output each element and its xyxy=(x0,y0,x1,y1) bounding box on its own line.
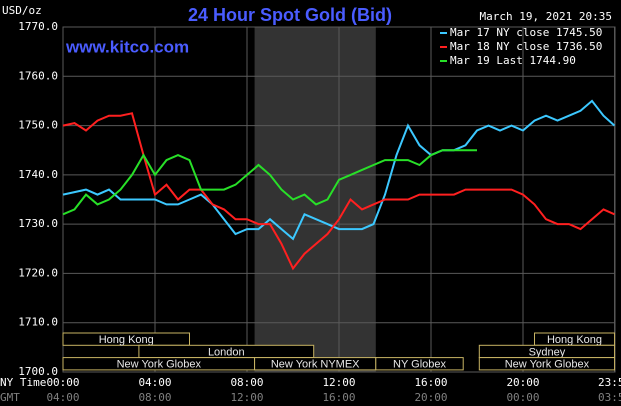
session-label: Hong Kong xyxy=(547,334,602,346)
x-tick-label: 23:59 xyxy=(598,376,621,389)
x2-axis-label: GMT xyxy=(0,391,20,404)
x-tick-label: 00:00 xyxy=(46,376,79,389)
highlight-band xyxy=(254,27,376,372)
series-line xyxy=(62,99,616,241)
x2-tick-label: 00:00 xyxy=(506,391,539,404)
session-label: New York Globex xyxy=(117,359,202,371)
session-bar xyxy=(478,357,616,371)
plot-layer xyxy=(62,26,616,373)
legend-label: Mar 18 NY close 1736.50 xyxy=(450,40,602,53)
series-line xyxy=(62,149,477,216)
website: www.kitco.com xyxy=(65,37,189,56)
x-tick-label: 16:00 xyxy=(414,376,447,389)
y-tick-label: 1720.0 xyxy=(18,266,58,279)
x2-tick-label: 12:00 xyxy=(230,391,263,404)
y-tick-label: 1770.0 xyxy=(18,20,58,33)
session-label: NY Globex xyxy=(393,359,446,371)
x2-tick-label: 03:59 xyxy=(598,391,621,404)
timestamp: March 19, 2021 20:35 xyxy=(480,10,612,23)
x-tick-label: 20:00 xyxy=(506,376,539,389)
session-label: London xyxy=(208,346,245,358)
x2-tick-label: 04:00 xyxy=(46,391,79,404)
x-tick-label: 04:00 xyxy=(138,376,171,389)
y-tick-label: 1740.0 xyxy=(18,168,58,181)
x-tick-label: 12:00 xyxy=(322,376,355,389)
legend-label: Mar 17 NY close 1745.50 xyxy=(450,26,602,39)
y-tick-label: 1730.0 xyxy=(18,217,58,230)
session-label: New York NYMEX xyxy=(271,359,360,371)
x-tick-label: 08:00 xyxy=(230,376,263,389)
session-label: Hong Kong xyxy=(99,334,154,346)
y-tick-label: 1710.0 xyxy=(18,316,58,329)
chart-title: 24 Hour Spot Gold (Bid) xyxy=(188,5,392,25)
session-bar xyxy=(375,357,464,371)
session-label: Sydney xyxy=(529,346,566,358)
y-tick-label: 1700.0 xyxy=(18,365,58,378)
series-line xyxy=(62,112,615,271)
legend-label: Mar 19 Last 1744.90 xyxy=(450,54,576,67)
x-axis-label: NY Time xyxy=(0,376,46,389)
session-bar xyxy=(62,332,190,346)
y-tick-label: 1750.0 xyxy=(18,119,58,132)
x2-tick-label: 20:00 xyxy=(414,391,447,404)
y-tick-label: 1760.0 xyxy=(18,69,58,82)
x2-tick-label: 16:00 xyxy=(322,391,355,404)
y-axis-label: USD/oz xyxy=(2,4,42,17)
plot-frame xyxy=(62,26,616,373)
session-label: New York Globex xyxy=(505,359,590,371)
x2-tick-label: 08:00 xyxy=(138,391,171,404)
